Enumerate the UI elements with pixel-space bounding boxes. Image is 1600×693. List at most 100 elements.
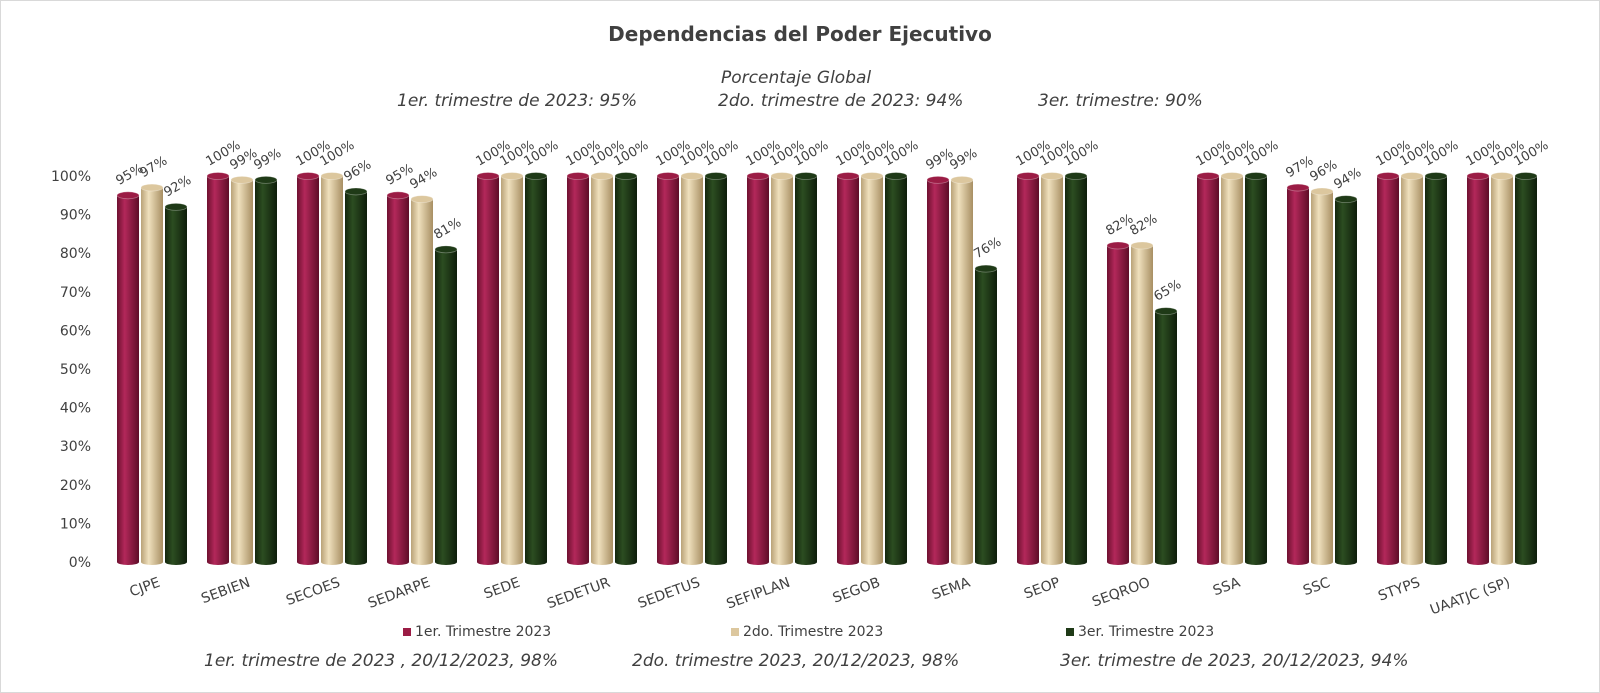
bar — [434, 245, 458, 565]
bar-body — [387, 195, 409, 563]
legend-label-q2: 2do. Trimestre 2023 — [743, 624, 884, 640]
bar-base — [951, 559, 973, 565]
bar-top — [1334, 195, 1358, 204]
bar-body — [837, 176, 859, 562]
bar-body — [1335, 199, 1357, 562]
x-tick-label: SEQROO — [1090, 575, 1152, 611]
bar-top — [1424, 172, 1448, 180]
bar — [836, 172, 860, 565]
bar — [680, 172, 704, 565]
bar-body — [591, 176, 613, 562]
bar-body — [795, 176, 817, 562]
y-tick-label: 20% — [60, 478, 91, 494]
bar — [860, 172, 884, 565]
bar-top — [1220, 172, 1244, 180]
legend-item-q3: 3er. Trimestre 2023 — [1066, 624, 1214, 640]
bar-base — [141, 559, 163, 565]
bar — [320, 172, 344, 565]
bar-body — [1491, 176, 1513, 562]
bar-base — [321, 559, 343, 565]
bar — [590, 172, 614, 565]
bar-base — [1491, 559, 1513, 565]
x-tick-label: SEGOB — [831, 575, 883, 607]
bar-body — [885, 176, 907, 562]
data-label: 81% — [432, 215, 465, 242]
footnote-q2: 2do. trimestre 2023, 20/12/2023, 98% — [632, 651, 960, 671]
bar-base — [1335, 559, 1357, 565]
x-tick-label: UAATJC (SP) — [1428, 575, 1512, 619]
legend-swatch-q1 — [403, 628, 411, 636]
bar-body — [975, 268, 997, 562]
bar — [1040, 172, 1064, 565]
bar-body — [1155, 311, 1177, 562]
bar-top — [590, 172, 614, 180]
data-label: 76% — [972, 235, 1005, 262]
bar-top — [704, 172, 728, 180]
bar — [410, 195, 434, 565]
bar-base — [1107, 559, 1129, 565]
bar-top — [1106, 241, 1130, 250]
y-axis: 0% 10% 20% 30% 40% 50% 60% 70% 80% 90% 100% — [51, 169, 91, 571]
bar — [254, 175, 278, 565]
bar-top — [656, 172, 680, 180]
bar-top — [1154, 307, 1178, 316]
bar-base — [1155, 559, 1177, 565]
bar-top — [566, 172, 590, 180]
bar-body — [117, 195, 139, 563]
subtitle-q1: 1er. trimestre de 2023: 95% — [397, 91, 638, 111]
bar-base — [927, 559, 949, 565]
bar — [1064, 172, 1088, 565]
bar-top — [1310, 187, 1334, 196]
bar-top — [1196, 172, 1220, 180]
bar-base — [795, 559, 817, 565]
bar — [926, 175, 950, 565]
data-label: 97% — [138, 154, 171, 181]
bar-body — [1311, 191, 1333, 562]
data-label: 99% — [948, 146, 981, 173]
bar-top — [410, 195, 434, 204]
bar-top — [1040, 172, 1064, 180]
bar — [1130, 241, 1154, 565]
bar-base — [1467, 559, 1489, 565]
bar — [1466, 172, 1490, 565]
y-tick-label: 80% — [60, 246, 91, 262]
bar-top — [116, 191, 140, 200]
footnote-q3: 3er. trimestre de 2023, 20/12/2023, 94% — [1060, 651, 1409, 671]
bar — [1310, 187, 1334, 565]
bar-top — [1244, 172, 1268, 180]
bar-base — [1197, 559, 1219, 565]
x-tick-label: SEFIPLAN — [724, 575, 792, 613]
bar-base — [615, 559, 637, 565]
x-axis: CJPE SEBIEN SECOES SEDARPE SEDE SEDETUR SEDETU… — [128, 575, 1513, 619]
bar — [1400, 172, 1424, 565]
bar — [1376, 172, 1400, 565]
bar-body — [501, 176, 523, 562]
bar — [1106, 241, 1130, 565]
bar-body — [1131, 245, 1153, 563]
bar-top — [1130, 241, 1154, 250]
y-tick-label: 60% — [60, 323, 91, 339]
bar-base — [591, 559, 613, 565]
x-tick-label: SECOES — [284, 575, 342, 609]
bar — [566, 172, 590, 565]
bar-base — [117, 559, 139, 565]
y-tick-label: 70% — [60, 285, 91, 301]
x-tick-label: SSA — [1211, 575, 1243, 600]
x-tick-label: SEOP — [1022, 575, 1062, 603]
bar-top — [1064, 172, 1088, 180]
bar-base — [1131, 559, 1153, 565]
bar-top — [434, 245, 458, 254]
bar-body — [747, 176, 769, 562]
bar-body — [951, 179, 973, 563]
bar-base — [1017, 559, 1039, 565]
bar-body — [1107, 245, 1129, 563]
data-label: 96% — [342, 157, 375, 184]
bar — [770, 172, 794, 565]
legend-label-q1: 1er. Trimestre 2023 — [415, 624, 552, 640]
x-tick-label: SEDARPE — [366, 575, 432, 612]
bar-top — [974, 264, 998, 273]
bar-base — [705, 559, 727, 565]
bar-body — [1425, 176, 1447, 562]
bar-body — [927, 179, 949, 563]
bar-base — [837, 559, 859, 565]
